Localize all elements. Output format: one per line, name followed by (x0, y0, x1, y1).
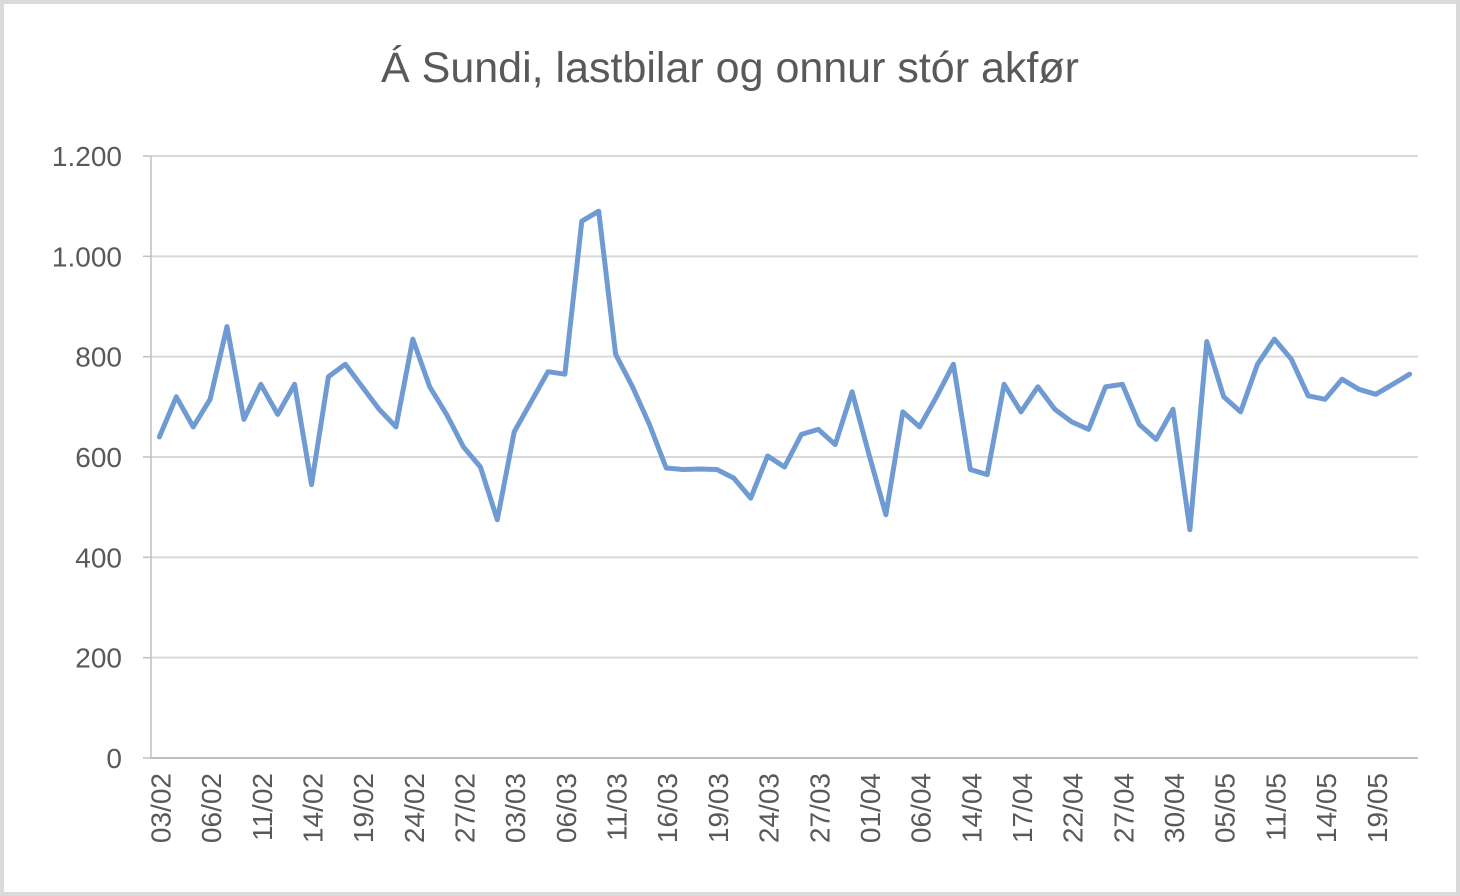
x-tick-label: 17/04 (1007, 773, 1038, 843)
x-axis-labels: 03/02 06/02 11/02 14/02 19/02 24/02 27/02 03/03… (145, 773, 1392, 843)
x-tick-label: 24/03 (754, 773, 785, 843)
x-tick-label: 05/05 (1210, 773, 1241, 843)
x-tick-label: 11/03 (602, 773, 633, 841)
x-tick-label: 14/04 (956, 773, 987, 843)
x-tick-label: 19/05 (1362, 773, 1393, 843)
axis-tick-marks (143, 155, 151, 759)
y-tick-label: 600 (75, 442, 122, 473)
x-tick-label: 22/04 (1058, 773, 1089, 843)
y-tick-label: 1.200 (52, 141, 122, 172)
x-tick-label: 16/03 (652, 773, 683, 843)
y-tick-label: 400 (75, 542, 122, 573)
x-tick-label: 06/02 (196, 773, 227, 843)
chart-title: Á Sundi, lastbilar og onnur stór akfør (381, 44, 1079, 92)
x-tick-label: 06/04 (906, 773, 937, 843)
x-tick-label: 14/02 (297, 773, 328, 843)
x-tick-label: 03/03 (500, 773, 531, 843)
x-tick-label: 27/04 (1108, 773, 1139, 843)
series-line (156, 208, 1413, 533)
x-tick-label: 14/05 (1311, 773, 1342, 843)
y-tick-label: 800 (75, 342, 122, 373)
x-tick-label: 11/02 (247, 773, 278, 841)
y-tick-label: 1.000 (52, 241, 122, 272)
axis-lines (150, 156, 1418, 759)
x-tick-label: 24/02 (399, 773, 430, 843)
y-tick-label: 200 (75, 643, 122, 674)
x-tick-label: 19/03 (703, 773, 734, 843)
x-tick-label: 19/02 (348, 773, 379, 843)
x-tick-label: 11/05 (1260, 773, 1291, 841)
y-axis-labels: 0 200 400 600 800 1.000 1.200 (52, 141, 122, 774)
line-chart-plot: 0 200 400 600 800 1.000 1.200 03/02 06/02 11/02 1… (52, 141, 1418, 843)
x-tick-label: 06/03 (551, 773, 582, 843)
x-tick-label: 27/02 (450, 773, 481, 843)
x-tick-label: 03/02 (145, 773, 176, 843)
x-tick-label: 30/04 (1159, 773, 1190, 843)
x-tick-label: 27/03 (804, 773, 835, 843)
x-tick-label: 01/04 (855, 773, 886, 843)
y-tick-label: 0 (106, 743, 122, 774)
gridlines (151, 155, 1418, 659)
